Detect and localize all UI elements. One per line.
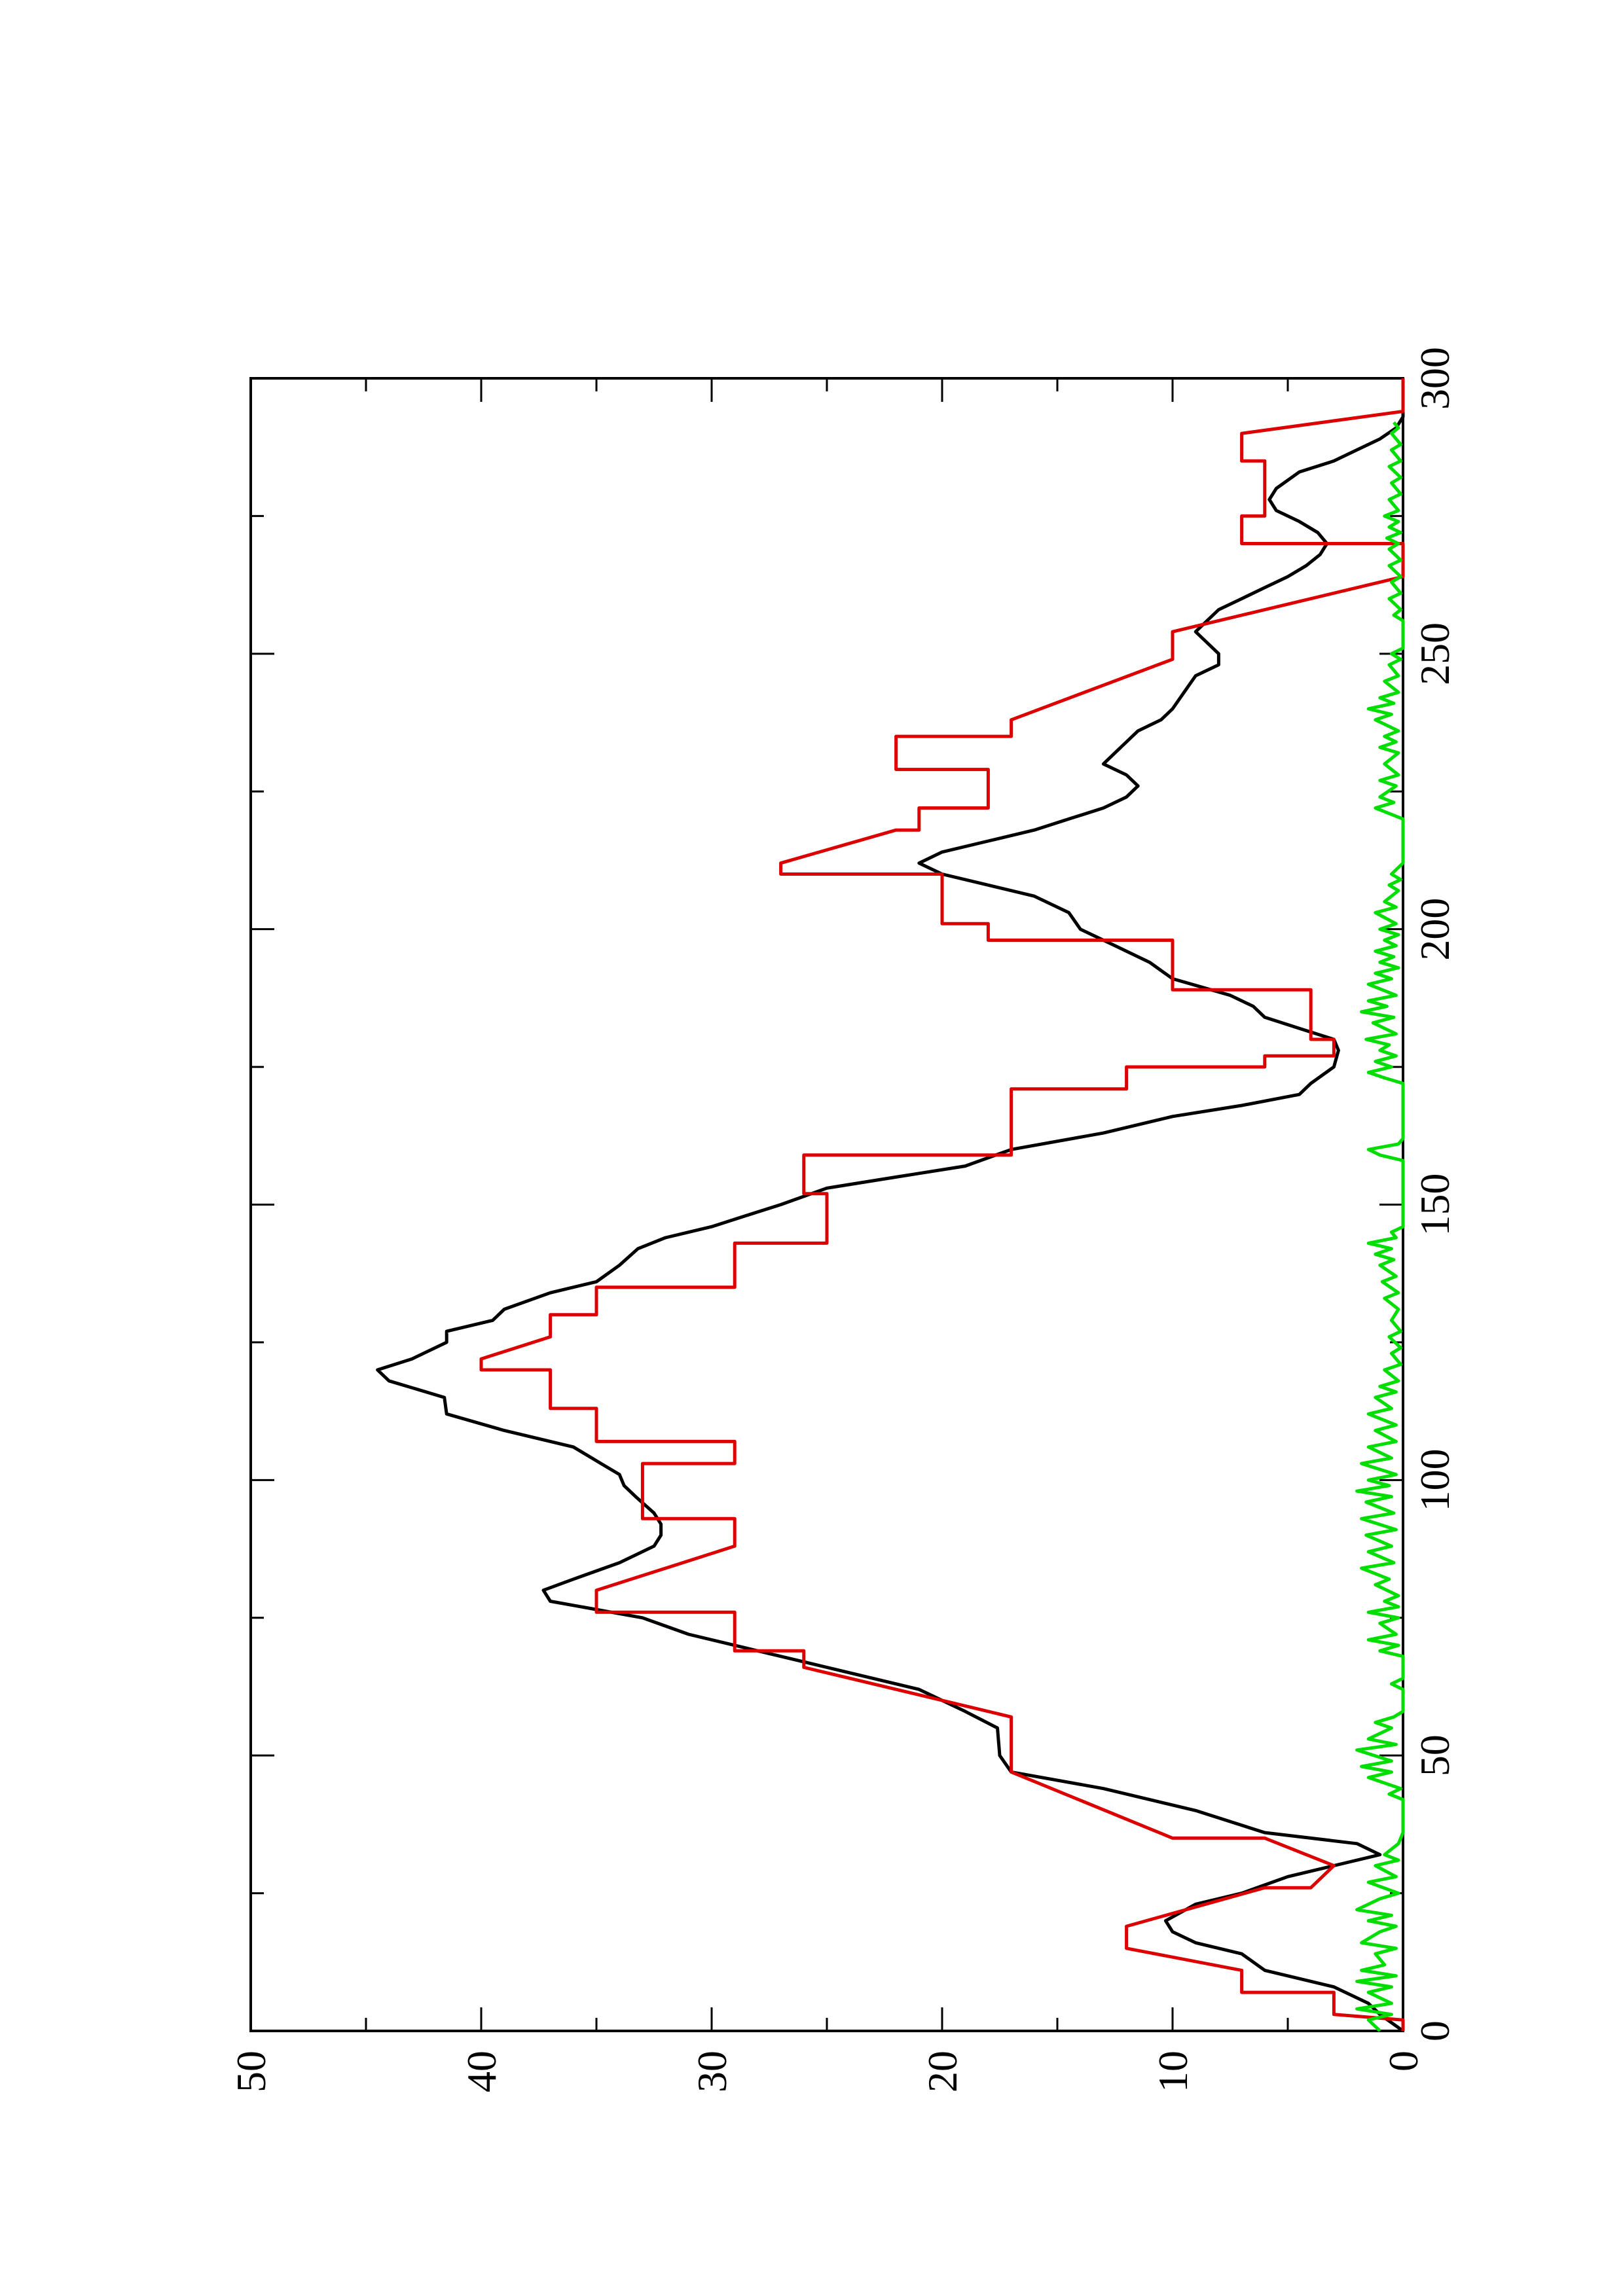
x-tick-label: 250: [1412, 622, 1458, 685]
x-tick-label: 100: [1412, 1448, 1458, 1511]
y-tick-label: 20: [919, 2051, 966, 2092]
series-line-1: [376, 378, 1405, 2033]
x-tick-label: 200: [1412, 898, 1458, 961]
axis-tick-labels: 0 50 100 150 200 250 300 0 10 20 30 40 50: [228, 347, 1458, 2092]
series-line-3: [1355, 421, 1405, 2032]
x-tick-label: 300: [1412, 347, 1458, 410]
axis-ticks: [249, 377, 1404, 2032]
y-tick-label: 10: [1150, 2051, 1196, 2092]
x-tick-label: 0: [1412, 2020, 1458, 2041]
y-tick-label: 30: [689, 2051, 735, 2092]
y-tick-label: 50: [228, 2051, 274, 2092]
series-line-2: [479, 378, 1405, 2031]
y-tick-label: 0: [1380, 2051, 1427, 2072]
x-tick-label: 150: [1412, 1174, 1458, 1236]
series-layer: [376, 378, 1405, 2033]
x-tick-label: 50: [1412, 1734, 1458, 1776]
y-tick-label: 40: [458, 2051, 505, 2092]
